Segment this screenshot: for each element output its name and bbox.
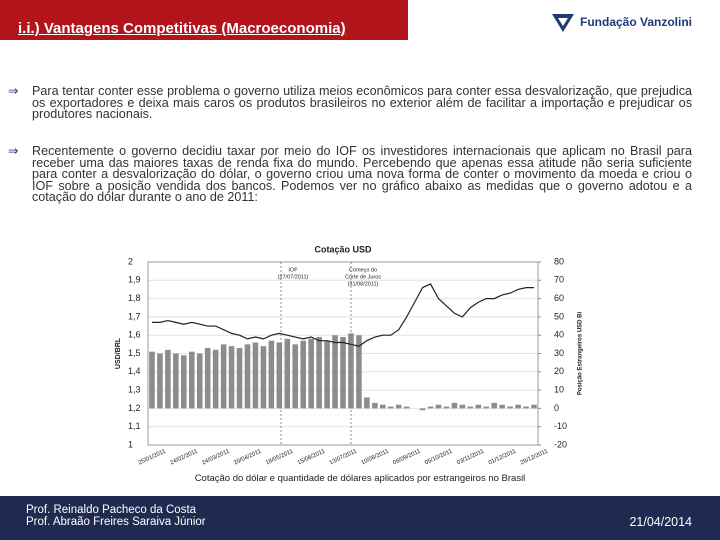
bar <box>276 342 283 409</box>
y-axis-label: USD/BRL <box>115 337 122 369</box>
bar <box>395 404 402 409</box>
bar <box>531 404 537 409</box>
y2-tick-label: 80 <box>554 256 564 266</box>
bar <box>467 406 474 409</box>
bar <box>443 406 450 409</box>
bar <box>188 351 195 409</box>
bar <box>507 406 513 409</box>
bar <box>212 349 219 409</box>
bar <box>483 406 490 409</box>
bar <box>300 340 306 409</box>
y-tick-label: 1,3 <box>128 384 141 394</box>
bar <box>173 353 179 409</box>
y-tick-label: 1 <box>128 439 133 449</box>
bar <box>181 355 187 409</box>
annotation: Corte de Juros <box>345 274 381 280</box>
header-band: i.i.) Vantagens Competitivas (Macroecono… <box>0 0 408 40</box>
bar <box>515 404 521 409</box>
chart: Cotação USD USD/BRL Posição Estrangeiros U… <box>110 238 590 466</box>
bar <box>427 406 434 409</box>
bar <box>165 349 171 409</box>
bar <box>149 351 155 409</box>
bar <box>451 402 458 409</box>
bar <box>292 344 299 409</box>
bullet: ⇒ Para tentar conter esse problema o gove… <box>8 84 692 121</box>
bar <box>340 337 346 409</box>
bar <box>372 402 378 409</box>
y2-tick-label: 10 <box>554 384 564 394</box>
bar <box>316 337 322 409</box>
y-tick-label: 1,5 <box>128 348 141 358</box>
author: Prof. Reinaldo Pacheco da Costa <box>26 504 197 516</box>
bar <box>523 406 529 409</box>
bar <box>491 402 498 409</box>
plot-frame <box>147 261 539 446</box>
y-tick-label: 1,9 <box>128 275 141 285</box>
y2-axis-label: Posição Estrangeiros USD Bi <box>578 311 584 395</box>
bar <box>419 408 426 411</box>
bar <box>308 338 314 409</box>
date: 21/04/2014 <box>629 515 692 529</box>
bar <box>364 397 370 409</box>
y-tick-label: 1,7 <box>128 311 141 321</box>
y-tick-label: 1,6 <box>128 330 141 340</box>
bar <box>236 348 243 409</box>
y-tick-label: 1,8 <box>128 293 141 303</box>
y-tick-label: 2 <box>128 256 133 266</box>
annotation: (27/07/2011) <box>278 274 309 280</box>
bar <box>475 404 482 409</box>
line <box>151 283 535 347</box>
caption: Cotação do dólar e quantidade de dólares… <box>194 473 526 484</box>
y2-tick-label: -20 <box>554 439 567 449</box>
y2-tick-label: 50 <box>554 311 564 321</box>
bar <box>435 404 442 409</box>
bar <box>380 404 386 409</box>
y2-tick-label: 0 <box>554 403 559 413</box>
bar <box>204 348 211 409</box>
y2-tick-label: -10 <box>554 421 567 431</box>
y-tick-label: 1,1 <box>128 421 141 431</box>
bar <box>260 346 267 409</box>
y2-tick-label: 30 <box>554 348 564 358</box>
authors: Prof. Reinaldo Pacheco da Costa Prof. Abr… <box>26 504 206 528</box>
logo: Fundação Vanzolini <box>550 12 700 36</box>
y2-tick-label: 70 <box>554 275 564 285</box>
bar <box>356 335 362 409</box>
bullet-text: Para tentar conter esse problema o gover… <box>32 84 692 121</box>
y2-tick-label: 20 <box>554 366 564 376</box>
bar <box>268 340 275 409</box>
bar <box>324 340 330 409</box>
bar <box>459 404 466 409</box>
bar <box>220 344 227 409</box>
chart-title: Cotação USD <box>314 244 372 254</box>
bar <box>157 353 163 409</box>
y2-tick-label: 60 <box>554 293 564 303</box>
bullet-text: Recentemente o governo decidiu taxar por… <box>32 144 692 204</box>
y-tick-label: 1,2 <box>128 403 141 413</box>
y2-tick-label: 40 <box>554 330 564 340</box>
bar <box>284 338 291 409</box>
slide-title: i.i.) Vantagens Competitivas (Macroecono… <box>18 20 346 37</box>
footer: Prof. Reinaldo Pacheco da Costa Prof. Abr… <box>0 496 720 540</box>
logo-icon <box>552 14 574 32</box>
bar <box>228 346 235 409</box>
bar <box>499 404 505 409</box>
annotation: Começo do <box>349 267 377 273</box>
annotation: (31/08/2011) <box>348 281 379 287</box>
bar <box>244 344 251 409</box>
bar <box>332 335 338 409</box>
bar <box>403 406 410 409</box>
author: Prof. Abraão Freires Saraiva Júnior <box>26 516 206 528</box>
bar <box>252 342 259 409</box>
bar <box>196 353 203 409</box>
logo-text: Fundação Vanzolini <box>580 15 693 29</box>
y-tick-label: 1,4 <box>128 366 141 376</box>
annotation: IOF <box>288 267 298 273</box>
bar <box>387 406 394 409</box>
bullet: ⇒ Recentemente o governo decidiu taxar po… <box>8 144 692 204</box>
